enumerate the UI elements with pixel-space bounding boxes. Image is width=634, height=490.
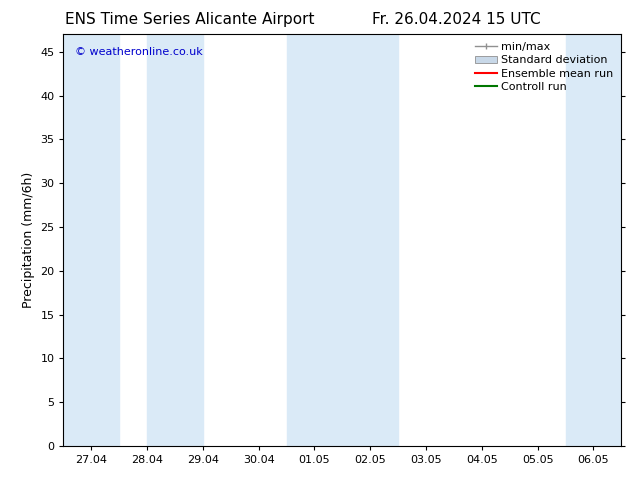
Y-axis label: Precipitation (mm/6h): Precipitation (mm/6h) [22,172,35,308]
Text: Fr. 26.04.2024 15 UTC: Fr. 26.04.2024 15 UTC [372,12,541,27]
Bar [566,34,621,446]
Bar [287,34,398,446]
Text: © weatheronline.co.uk: © weatheronline.co.uk [75,47,202,57]
Bar [147,34,203,446]
Legend: min/max, Standard deviation, Ensemble mean run, Controll run: min/max, Standard deviation, Ensemble me… [472,40,616,94]
Text: ENS Time Series Alicante Airport: ENS Time Series Alicante Airport [65,12,315,27]
Bar [63,34,119,446]
